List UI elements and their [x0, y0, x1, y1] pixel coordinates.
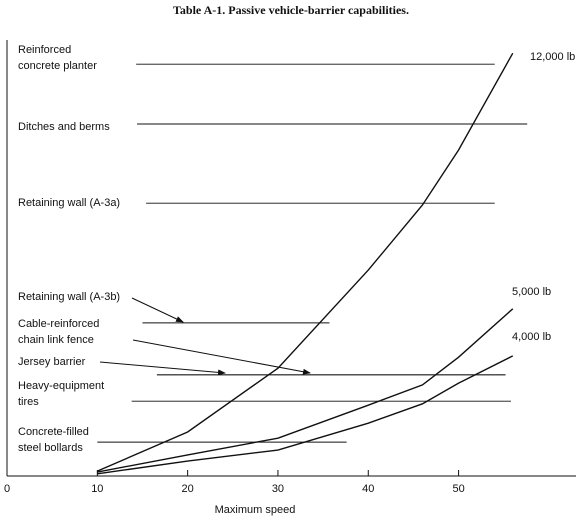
arrow	[132, 339, 311, 375]
series-line	[97, 308, 514, 473]
barrier-label: concrete planter	[18, 60, 97, 72]
arrow	[131, 297, 184, 323]
x-tick-label: 10	[91, 483, 103, 495]
barrier-label: Retaining wall (A-3b)	[18, 291, 120, 303]
barrier-label: Cable-reinforced	[18, 318, 99, 330]
series-line	[97, 52, 514, 472]
barrier-label: steel bollards	[18, 442, 83, 454]
chart-title: Table A-1. Passive vehicle-barrier capab…	[173, 3, 409, 17]
barrier-label: chain link fence	[18, 334, 94, 346]
x-tick-label: 50	[452, 483, 464, 495]
x-tick-label: 0	[4, 483, 10, 495]
barrier-label: Concrete-filled	[18, 426, 89, 438]
barrier-label: Ditches and berms	[18, 121, 110, 133]
barrier-label: Reinforced	[18, 44, 71, 56]
x-tick-label: 20	[182, 483, 194, 495]
barrier-label: Heavy-equipment	[18, 380, 104, 392]
barrier-label: Jersey barrier	[18, 356, 86, 368]
series-line	[97, 355, 514, 475]
x-axis-label: Maximum speed	[215, 504, 296, 516]
series-label: 12,000 lb	[530, 51, 575, 63]
series-label: 5,000 lb	[512, 286, 551, 298]
arrow	[99, 361, 226, 376]
barrier-label: tires	[18, 396, 39, 408]
series-label: 4,000 lb	[512, 331, 551, 343]
barrier-label: Retaining wall (A-3a)	[18, 197, 120, 209]
x-tick-label: 40	[362, 483, 374, 495]
x-tick-label: 30	[272, 483, 284, 495]
